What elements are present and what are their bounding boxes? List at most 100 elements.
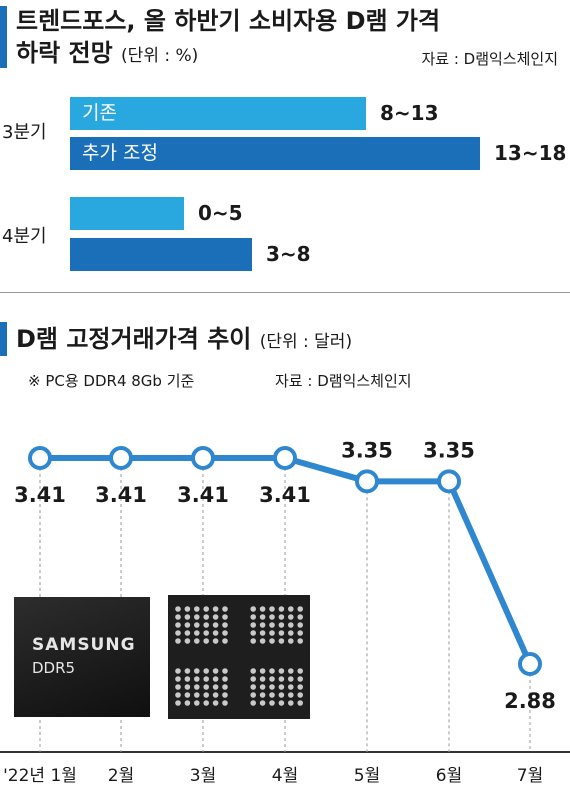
bga-ball bbox=[194, 630, 200, 636]
bga-ball bbox=[194, 638, 200, 644]
top-chart-title: 트렌드포스, 올 하반기 소비자용 D램 가격 bbox=[16, 6, 440, 36]
bga-ball bbox=[297, 630, 303, 636]
bga-ball bbox=[175, 684, 181, 690]
data-point-6 bbox=[518, 652, 542, 676]
bga-ball bbox=[297, 700, 303, 706]
bar-1-1 bbox=[70, 238, 252, 271]
bga-ball bbox=[184, 676, 191, 682]
bga-ball bbox=[250, 676, 256, 682]
bga-ball bbox=[203, 700, 209, 706]
bga-ball bbox=[212, 692, 219, 698]
bottom-chart-unit: (단위 : 달러) bbox=[259, 332, 353, 352]
bga-ball bbox=[288, 692, 294, 698]
bga-ball bbox=[175, 606, 181, 612]
bga-ball bbox=[250, 606, 256, 612]
bga-ball bbox=[250, 700, 256, 706]
bar-name-0-0: 기존 bbox=[82, 102, 117, 124]
bga-ball bbox=[184, 684, 191, 690]
x-tick-label-2: 3월 bbox=[190, 766, 216, 786]
bga-ball bbox=[278, 684, 285, 690]
bar-1-0 bbox=[70, 197, 184, 230]
bga-ball bbox=[250, 614, 256, 620]
bga-ball bbox=[297, 668, 303, 674]
bga-ball bbox=[212, 606, 219, 612]
bar-value-1-1: 3~8 bbox=[266, 242, 311, 266]
x-tick-label-0: '22년 1월 bbox=[3, 766, 77, 786]
x-tick-label-4: 5월 bbox=[354, 766, 380, 786]
bga-ball bbox=[259, 614, 266, 620]
bga-ball bbox=[297, 622, 303, 628]
bga-ball bbox=[278, 614, 285, 620]
bga-ball bbox=[278, 630, 285, 636]
data-point-2 bbox=[191, 446, 215, 470]
bga-ball bbox=[259, 668, 266, 674]
bga-ball bbox=[259, 622, 266, 628]
bga-ball bbox=[269, 606, 275, 612]
bga-ball bbox=[222, 668, 228, 674]
bga-ball bbox=[222, 676, 228, 682]
bga-ball bbox=[212, 700, 219, 706]
bga-ball bbox=[222, 622, 228, 628]
bga-ball bbox=[278, 668, 285, 674]
bga-ball bbox=[203, 684, 209, 690]
bga-ball bbox=[288, 622, 294, 628]
bga-ball bbox=[212, 630, 219, 636]
top-chart-unit: (단위 : %) bbox=[121, 46, 199, 66]
bga-ball bbox=[288, 614, 294, 620]
bga-ball bbox=[203, 668, 209, 674]
bga-ball bbox=[297, 606, 303, 612]
bar-name-0-1: 추가 조정 bbox=[82, 142, 158, 164]
data-point-0 bbox=[28, 446, 52, 470]
bga-ball bbox=[269, 638, 275, 644]
bga-ball bbox=[222, 638, 228, 644]
bga-ball bbox=[175, 622, 181, 628]
bga-ball bbox=[269, 692, 275, 698]
bga-ball bbox=[269, 676, 275, 682]
bga-ball bbox=[278, 606, 285, 612]
bga-ball bbox=[250, 638, 256, 644]
samsung-chip-image: SAMSUNG DDR5 bbox=[14, 597, 150, 717]
bga-ball bbox=[194, 614, 200, 620]
bga-ball bbox=[297, 638, 303, 644]
bga-ball bbox=[222, 614, 228, 620]
bga-chip-image bbox=[168, 595, 310, 719]
bga-ball bbox=[212, 676, 219, 682]
bga-ball bbox=[288, 676, 294, 682]
bga-ball bbox=[269, 684, 275, 690]
x-tick-label-5: 6월 bbox=[436, 766, 462, 786]
bga-ball bbox=[175, 692, 181, 698]
bottom-chart-source: 자료 : D램익스체인지 bbox=[275, 372, 412, 390]
bga-ball bbox=[203, 638, 209, 644]
bga-ball bbox=[278, 692, 285, 698]
bga-ball-grid bbox=[175, 606, 303, 706]
data-label-5: 3.35 bbox=[423, 438, 475, 462]
top-chart-title-2: 하락 전망 (단위 : %) bbox=[16, 38, 198, 71]
bga-ball bbox=[269, 614, 275, 620]
bga-ball bbox=[222, 684, 228, 690]
bga-ball bbox=[269, 630, 275, 636]
bga-ball bbox=[297, 692, 303, 698]
bga-ball bbox=[288, 700, 294, 706]
data-point-4 bbox=[355, 469, 379, 494]
data-label-4: 3.35 bbox=[341, 438, 393, 462]
bga-ball bbox=[250, 630, 256, 636]
bga-ball bbox=[184, 606, 191, 612]
bga-ball bbox=[203, 606, 209, 612]
bga-ball bbox=[203, 630, 209, 636]
bga-ball bbox=[278, 638, 285, 644]
bga-ball bbox=[184, 614, 191, 620]
bga-ball bbox=[194, 676, 200, 682]
bottom-chart-title-row: D램 고정거래가격 추이 (단위 : 달러) bbox=[16, 324, 352, 357]
bga-ball bbox=[175, 638, 181, 644]
bga-ball bbox=[288, 684, 294, 690]
bga-ball bbox=[184, 692, 191, 698]
bga-ball bbox=[222, 630, 228, 636]
bga-ball bbox=[278, 622, 285, 628]
data-point-3 bbox=[273, 446, 297, 470]
bga-ball bbox=[259, 692, 266, 698]
group-label-q3: 3분기 bbox=[2, 122, 47, 143]
chip-brand: SAMSUNG bbox=[32, 635, 136, 655]
bga-ball bbox=[288, 630, 294, 636]
bga-ball bbox=[269, 668, 275, 674]
bga-ball bbox=[184, 622, 191, 628]
